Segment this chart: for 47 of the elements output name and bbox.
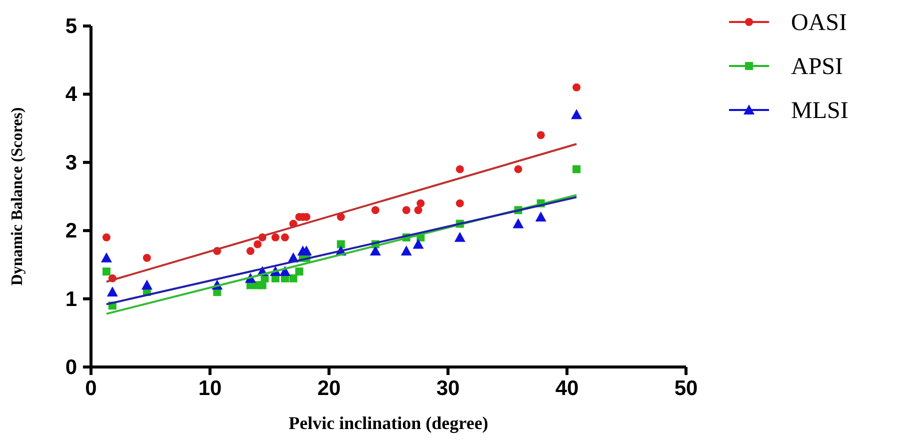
- point: [456, 199, 464, 208]
- legend-label: MLSI: [791, 98, 848, 124]
- x-tick-label: 30: [436, 377, 460, 400]
- x-tick-label: 0: [85, 377, 97, 400]
- point: [454, 232, 466, 242]
- point: [402, 206, 410, 214]
- y-axis-title: Dynamic Balance (Scores): [9, 107, 26, 286]
- point: [289, 274, 298, 282]
- x-tick-label: 20: [317, 377, 341, 400]
- point: [295, 268, 304, 276]
- point: [371, 206, 380, 214]
- y-tick-label: 2: [65, 220, 77, 243]
- point: [512, 218, 524, 228]
- legend-label: OASI: [791, 10, 848, 36]
- y-tick-label: 5: [65, 15, 78, 38]
- point: [416, 199, 425, 208]
- x-tick-label: 10: [198, 377, 222, 400]
- point: [572, 165, 581, 174]
- point: [142, 254, 151, 262]
- point: [106, 286, 118, 296]
- point: [100, 252, 112, 262]
- point: [400, 246, 412, 256]
- point: [141, 280, 152, 290]
- y-tick-label: 3: [65, 151, 77, 174]
- point: [254, 240, 262, 248]
- point: [572, 83, 581, 92]
- legend-label: APSI: [791, 54, 844, 80]
- x-axis-title: Pelvic inclination (degree): [288, 413, 488, 433]
- point: [336, 240, 345, 248]
- y-tick-label: 1: [65, 288, 78, 311]
- point: [536, 131, 545, 140]
- point: [246, 247, 254, 256]
- point: [280, 233, 289, 242]
- point: [514, 165, 522, 174]
- point: [102, 233, 110, 242]
- point: [102, 268, 110, 276]
- point: [412, 238, 424, 249]
- y-tick-label: 4: [65, 83, 78, 106]
- x-tick-label: 50: [674, 377, 698, 400]
- point: [414, 206, 422, 214]
- point: [456, 165, 464, 174]
- point: [535, 211, 546, 222]
- point: [271, 233, 280, 242]
- x-tick-label: 40: [555, 377, 579, 400]
- point: [571, 109, 582, 120]
- y-tick-label: 0: [65, 356, 77, 379]
- point: [370, 246, 381, 256]
